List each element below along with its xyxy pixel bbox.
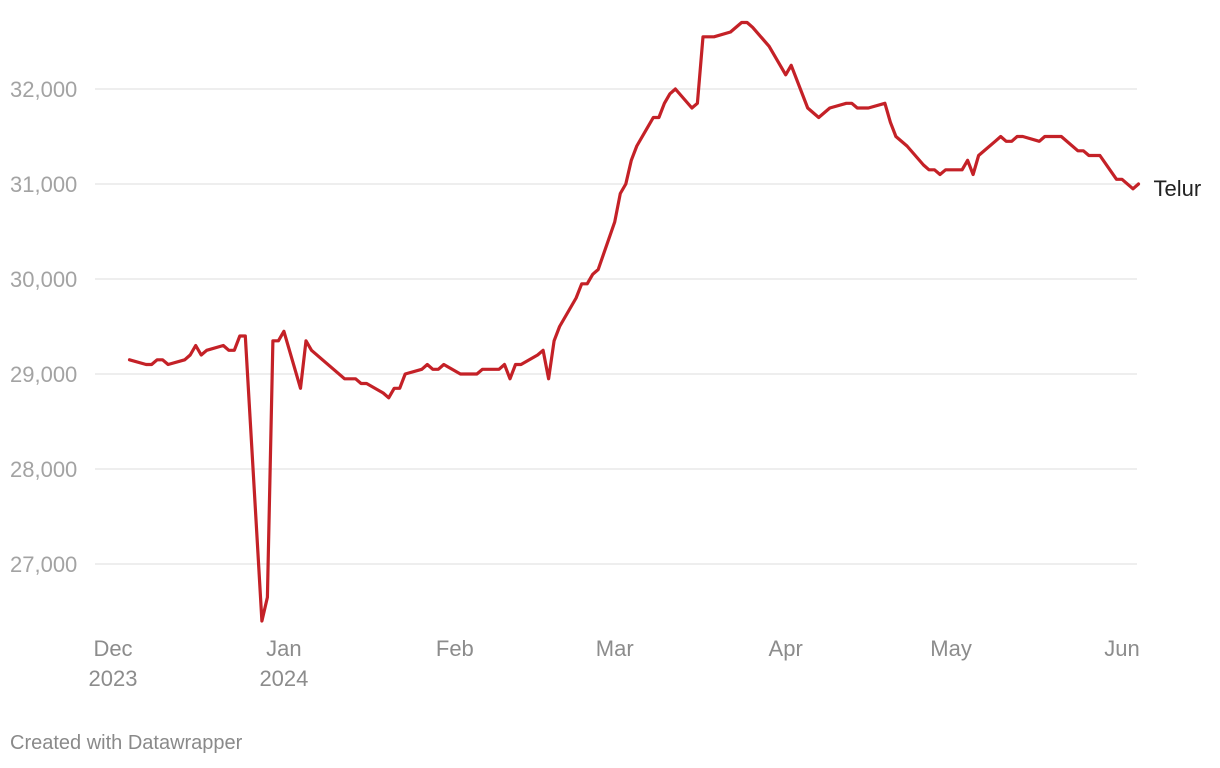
x-tick-label: Dec <box>93 636 132 661</box>
x-tick-label: May <box>930 636 972 661</box>
y-tick-label: 31,000 <box>10 172 77 197</box>
datawrapper-credit: Created with Datawrapper <box>10 732 243 754</box>
x-axis: Dec 2023 Jan 2024 Feb Mar Apr May Jun <box>89 636 1140 691</box>
x-tick-label: Feb <box>436 636 474 661</box>
x-tick-label: Jun <box>1104 636 1139 661</box>
x-tick-label: Apr <box>769 636 803 661</box>
x-tick-label: Jan <box>266 636 301 661</box>
x-tick-year-label: 2023 <box>89 666 138 691</box>
line-chart: 27,000 28,000 29,000 30,000 31,000 32,000 Dec… <box>10 20 1202 691</box>
series-line-telur <box>127 20 1141 623</box>
y-tick-label: 28,000 <box>10 457 77 482</box>
y-tick-label: 27,000 <box>10 552 77 577</box>
series-layer: Telur <box>127 20 1202 623</box>
y-axis: 27,000 28,000 29,000 30,000 31,000 32,000 <box>10 77 77 577</box>
y-tick-label: 32,000 <box>10 77 77 102</box>
y-tick-label: 29,000 <box>10 362 77 387</box>
series-label: Telur <box>1154 176 1202 201</box>
x-tick-label: Mar <box>596 636 634 661</box>
y-tick-label: 30,000 <box>10 267 77 292</box>
gridlines <box>95 88 1137 565</box>
x-tick-year-label: 2024 <box>259 666 308 691</box>
